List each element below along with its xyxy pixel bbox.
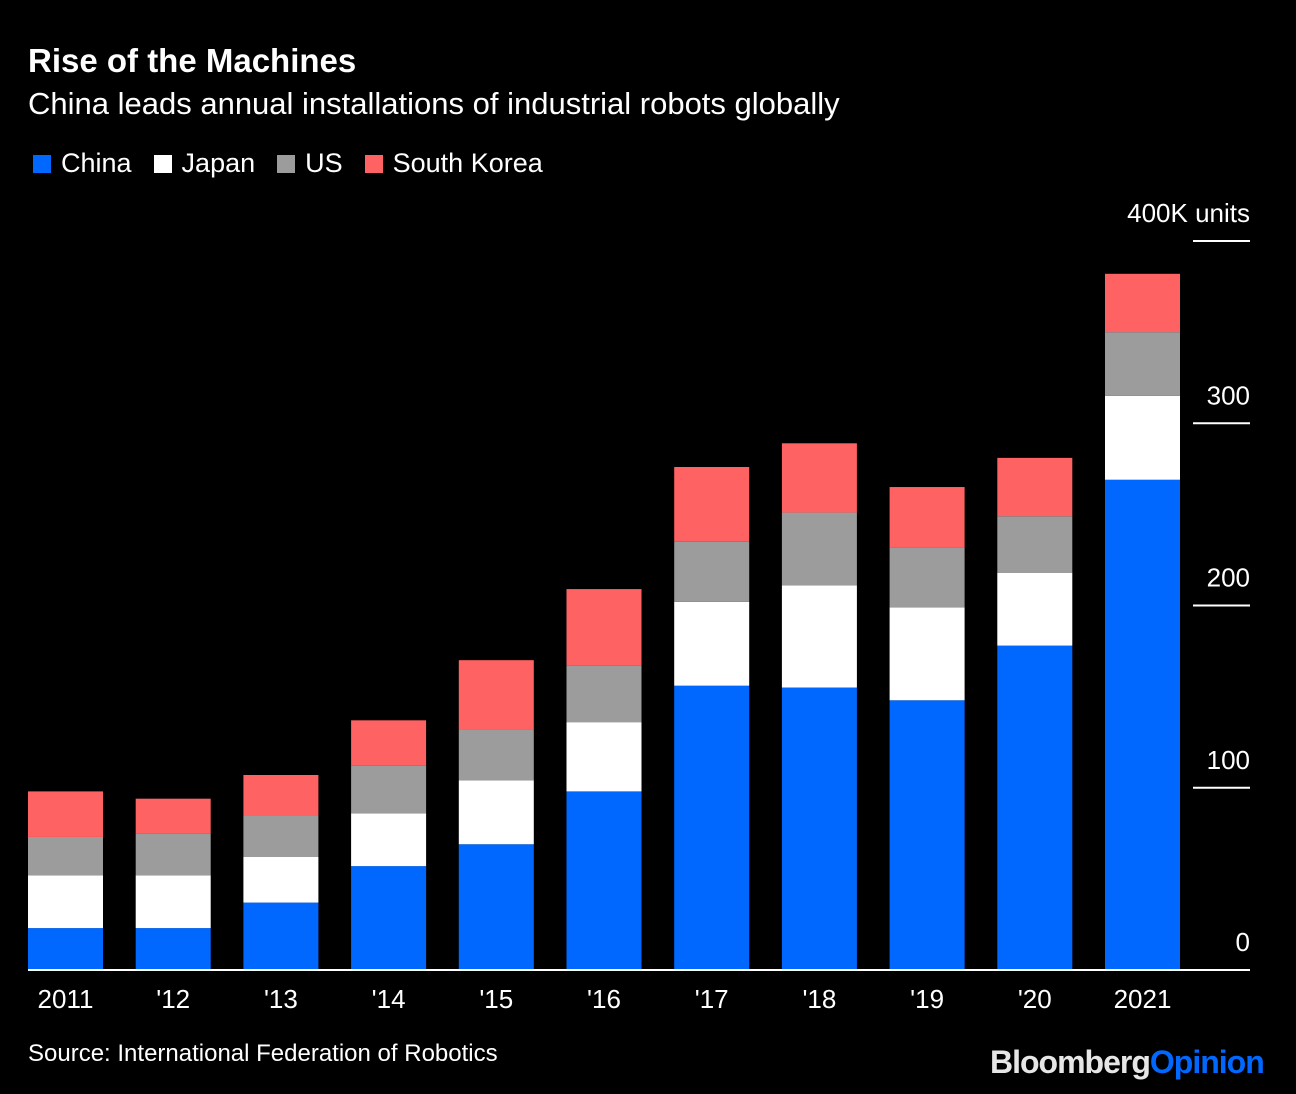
y-tick-label: 0 xyxy=(1236,927,1250,957)
chart-title: Rise of the Machines xyxy=(28,42,357,79)
x-tick-label: '12 xyxy=(156,984,190,1014)
legend-label: Japan xyxy=(181,148,256,178)
x-tick-label: '17 xyxy=(695,984,729,1014)
legend-swatch xyxy=(364,154,383,173)
bar-us xyxy=(674,541,750,602)
source-note: Source: International Federation of Robo… xyxy=(28,1040,498,1067)
x-tick-label: '14 xyxy=(372,984,406,1014)
legend-item-china: China xyxy=(33,148,132,179)
logo-opinion: Opinion xyxy=(1149,1044,1265,1080)
bar-south-korea xyxy=(1105,273,1180,333)
bar-south-korea xyxy=(674,466,750,542)
bar-south-korea xyxy=(28,791,103,837)
bar-japan xyxy=(781,585,857,688)
y-tick-label: 200 xyxy=(1207,563,1250,593)
bar-china xyxy=(781,687,857,970)
bar-us xyxy=(1105,332,1180,396)
bar-china xyxy=(889,700,965,970)
bar-japan xyxy=(458,780,534,845)
bar-us xyxy=(28,836,103,876)
logo-bloomberg: Bloomberg xyxy=(990,1044,1151,1080)
bar-china xyxy=(458,844,534,970)
y-tick-label: 400K units xyxy=(1127,198,1250,228)
legend-item-south-korea: South Korea xyxy=(364,148,543,179)
bar-china xyxy=(674,685,750,970)
bar-us xyxy=(458,729,534,781)
bar-south-korea xyxy=(351,720,427,766)
bar-us xyxy=(135,833,211,876)
bar-china xyxy=(243,902,319,970)
legend-label: US xyxy=(305,148,343,178)
bar-china xyxy=(135,928,211,970)
bar-south-korea xyxy=(458,660,534,730)
legend-label: China xyxy=(61,148,132,178)
bar-south-korea xyxy=(781,443,857,513)
x-tick-label: '13 xyxy=(264,984,298,1014)
bar-japan xyxy=(997,572,1073,646)
legend-label: South Korea xyxy=(392,148,543,178)
legend-swatch xyxy=(33,154,51,173)
bar-japan xyxy=(674,601,750,686)
bloomberg-opinion-logo: BloombergOpinion xyxy=(990,1044,1265,1081)
legend-item-japan: Japan xyxy=(153,148,256,179)
x-tick-label: '16 xyxy=(587,984,621,1014)
bar-japan xyxy=(28,875,103,929)
bar-china xyxy=(351,866,427,970)
bar-japan xyxy=(243,857,319,903)
bar-china xyxy=(997,645,1073,970)
bar-japan xyxy=(566,722,642,792)
bar-south-korea xyxy=(135,798,211,834)
bar-us xyxy=(566,665,642,723)
x-tick-label: 2021 xyxy=(1114,984,1172,1014)
bar-us xyxy=(781,512,857,586)
bar-us xyxy=(997,516,1073,573)
legend-swatch xyxy=(153,154,172,173)
bar-japan xyxy=(135,875,211,929)
bar-china xyxy=(28,928,103,970)
x-tick-label: '18 xyxy=(802,984,836,1014)
legend-swatch xyxy=(277,154,296,173)
x-tick-label: '20 xyxy=(1018,984,1052,1014)
x-tick-label: '15 xyxy=(479,984,513,1014)
x-tick-label: '19 xyxy=(910,984,944,1014)
bar-china xyxy=(1105,479,1180,970)
bar-south-korea xyxy=(889,487,965,548)
y-tick-label: 300 xyxy=(1207,380,1250,410)
legend: China Japan US South Korea xyxy=(33,148,543,179)
bar-japan xyxy=(889,607,965,701)
bar-us xyxy=(243,815,319,858)
bar-south-korea xyxy=(566,589,642,666)
bar-south-korea xyxy=(243,774,319,816)
chart-subtitle: China leads annual installations of indu… xyxy=(28,86,840,121)
bar-japan xyxy=(1105,395,1180,480)
bar-china xyxy=(566,791,642,970)
bar-south-korea xyxy=(997,457,1073,517)
y-tick-label: 100 xyxy=(1207,745,1250,775)
bar-japan xyxy=(351,813,427,867)
bar-us xyxy=(351,765,427,814)
legend-item-us: US xyxy=(277,148,343,179)
bar-us xyxy=(889,547,965,608)
x-tick-label: 2011 xyxy=(38,984,94,1014)
